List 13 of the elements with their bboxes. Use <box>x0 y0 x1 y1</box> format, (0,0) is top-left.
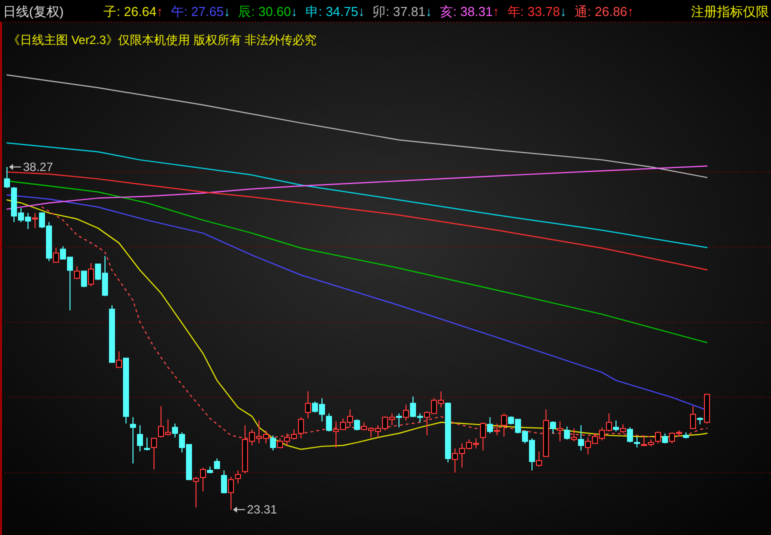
text: 午: 27.65↓ <box>170 4 230 19</box>
text: 辰: 30.60↓ <box>238 4 298 19</box>
annotation: 23.31 <box>247 502 278 517</box>
text: 子: 26.64↑ <box>104 4 163 19</box>
text: 亥: 38.31↑ <box>440 4 500 19</box>
chart-title: 日线(复权) <box>3 4 64 19</box>
text: 注册指标仅限 <box>691 4 769 19</box>
text: 卯: 37.81↓ <box>372 4 432 19</box>
text: 申: 34.75↓ <box>305 4 365 19</box>
text: 通: 26.86↑ <box>574 4 634 19</box>
annotation: 《日线主图 Ver2.3》仅限本机使用 版权所有 非法外传必究 <box>8 33 317 47</box>
text: 年: 33.78↓ <box>507 4 567 19</box>
annotation: 38.27 <box>23 160 54 174</box>
